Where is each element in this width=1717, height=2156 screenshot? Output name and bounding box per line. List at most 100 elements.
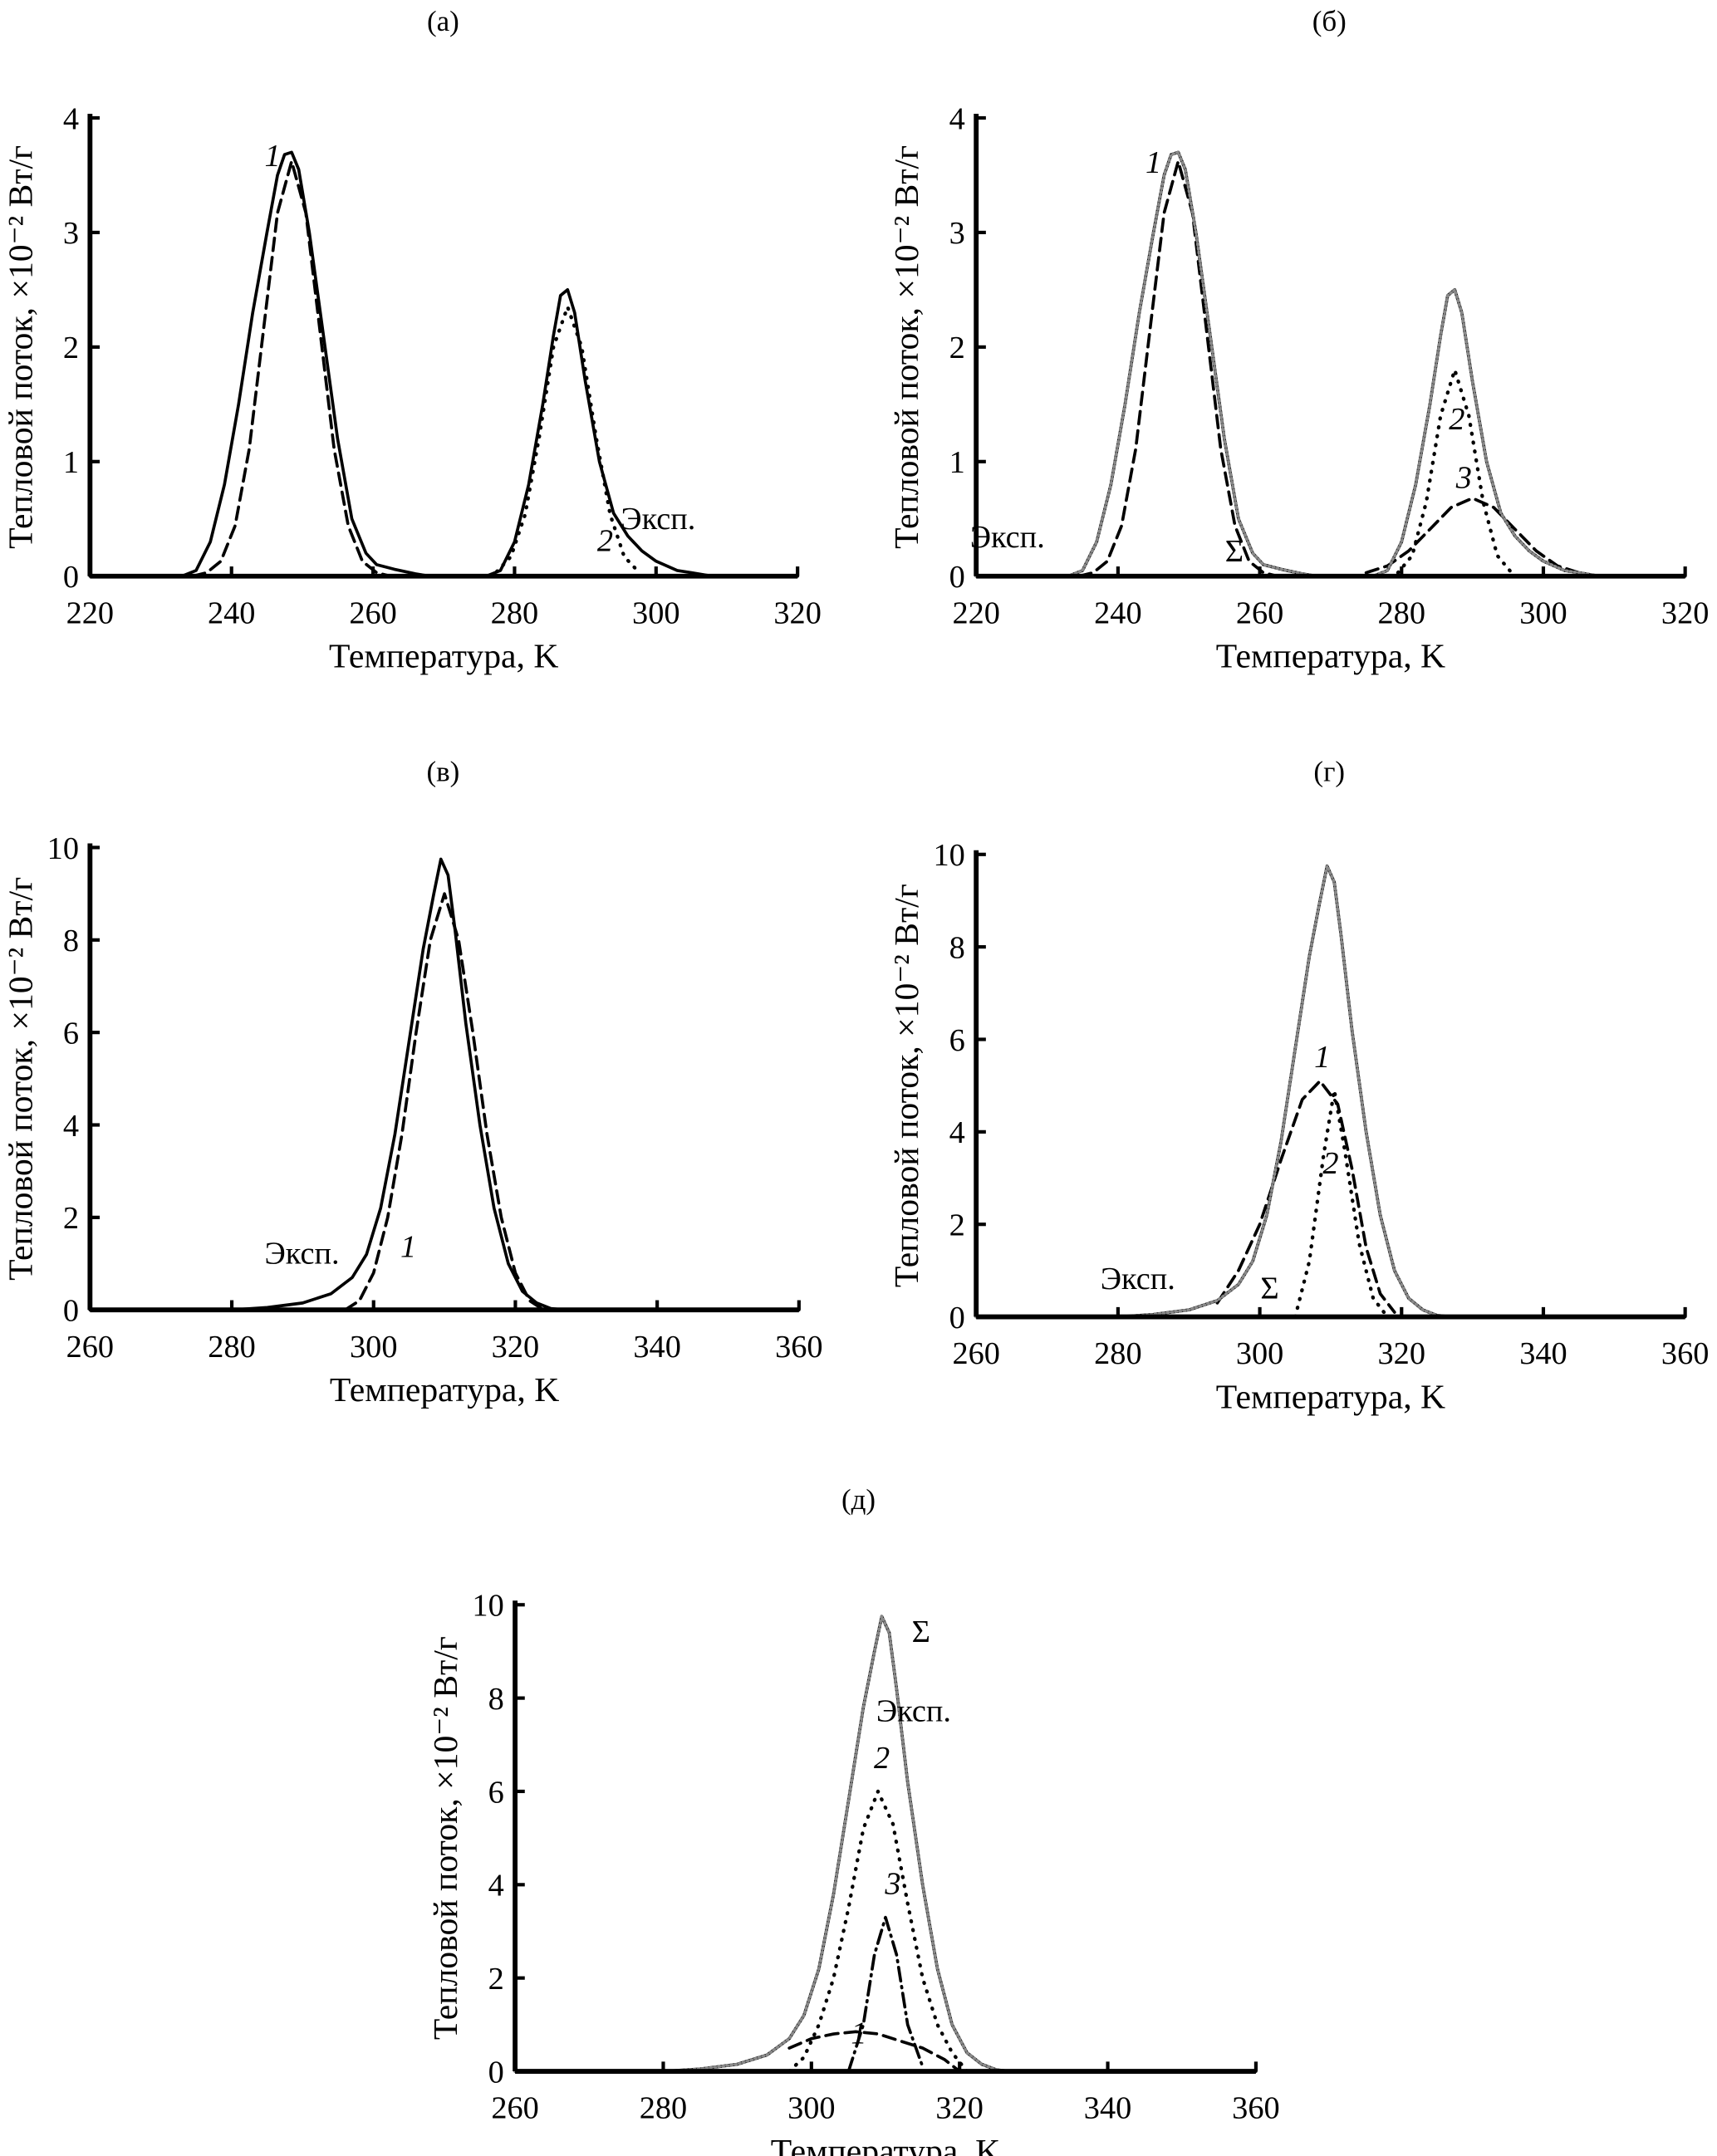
x-tick-label: 220 <box>952 595 1000 630</box>
curve-label: 2 <box>1322 1146 1338 1181</box>
x-tick-label: 260 <box>952 1336 1000 1371</box>
curve-label: Σ <box>912 1615 930 1649</box>
panel-title: (а) <box>427 5 459 37</box>
y-tick-label: 2 <box>63 1201 79 1236</box>
panel-title: (д) <box>841 1483 876 1516</box>
curve-label: Σ <box>1260 1271 1278 1306</box>
x-tick-label: 240 <box>208 595 256 630</box>
curve-label: 2 <box>597 523 613 558</box>
curve-label: 3 <box>1455 461 1472 496</box>
curve-label: 1 <box>265 139 281 174</box>
y-tick-label: 4 <box>63 1109 79 1144</box>
series-line-exp <box>974 864 1687 1319</box>
chart-panel-1: (б) 220 240 260 280 300 320 0 1 2 3 4 Температура, K… <box>888 5 1709 676</box>
series-line-sum <box>974 865 1687 1319</box>
x-tick-label: 320 <box>492 1330 540 1365</box>
series-line-component-1 <box>787 2030 962 2073</box>
curve-label: 2 <box>1449 402 1464 437</box>
series-line-exp <box>974 150 1687 578</box>
x-tick-label: 320 <box>935 2091 984 2126</box>
y-tick-label: 6 <box>949 1023 965 1058</box>
chart-panel-3: (г) 260 280 300 320 340 360 0 2 4 6 8 10 Температура,… <box>888 755 1709 1416</box>
x-tick-label: 320 <box>1661 595 1709 630</box>
curve-label: Σ <box>1225 534 1244 569</box>
x-tick-label: 240 <box>1094 595 1142 630</box>
y-tick-label: 0 <box>488 2055 504 2090</box>
y-tick-label: 1 <box>949 445 965 480</box>
series-line-component-1 <box>191 159 393 578</box>
y-tick-label: 10 <box>472 1589 503 1624</box>
y-tick-label: 2 <box>949 331 965 365</box>
y-tick-label: 4 <box>63 101 79 136</box>
y-tick-label: 10 <box>934 838 965 873</box>
y-tick-label: 4 <box>949 1115 965 1150</box>
y-tick-label: 1 <box>63 445 79 480</box>
curve-label: 1 <box>400 1230 416 1265</box>
x-tick-label: 300 <box>1236 1336 1284 1371</box>
x-tick-label: 280 <box>491 595 539 630</box>
panel-title: (в) <box>426 755 459 787</box>
x-tick-label: 220 <box>66 595 115 630</box>
x-tick-label: 260 <box>349 595 397 630</box>
y-tick-label: 0 <box>63 560 79 595</box>
series-line-component-1 <box>1215 1079 1396 1314</box>
x-axis-label: Температура, K <box>1216 638 1445 676</box>
curve-label: 1 <box>851 2016 866 2051</box>
x-tick-label: 260 <box>1236 595 1284 630</box>
series-line-component-3 <box>1364 497 1581 575</box>
series-line-exp <box>513 1615 1258 2073</box>
series-line-component-2 <box>787 1789 969 2074</box>
series-line-component-1 <box>1077 159 1279 578</box>
x-tick-label: 280 <box>640 2091 688 2126</box>
y-tick-label: 8 <box>949 930 965 965</box>
y-axis-label: Тепловой поток, ×10⁻² Вт/г <box>2 877 40 1281</box>
y-tick-label: 3 <box>63 216 79 251</box>
y-tick-label: 6 <box>63 1016 79 1051</box>
x-axis-label: Температура, K <box>1216 1379 1445 1417</box>
y-tick-label: 2 <box>488 1962 504 1997</box>
series-line-component-1 <box>343 892 546 1312</box>
x-tick-label: 260 <box>491 2091 539 2126</box>
y-tick-label: 0 <box>949 560 965 595</box>
curve-label: 1 <box>1314 1040 1330 1075</box>
y-axis-label: Тепловой поток, ×10⁻² Вт/г <box>427 1636 465 2040</box>
x-tick-label: 360 <box>1232 2091 1280 2126</box>
x-tick-label: 280 <box>1094 1336 1142 1371</box>
chart-panel-4: (д) 260 280 300 320 340 360 0 2 4 6 8 10 Температура,… <box>427 1483 1280 2156</box>
series-line-sum <box>974 150 1687 578</box>
x-tick-label: 320 <box>773 595 822 630</box>
curve-label: Эксп. <box>970 520 1045 555</box>
curve-label: Эксп. <box>1101 1262 1175 1296</box>
series-line-component-2 <box>494 305 640 574</box>
curve-label: 1 <box>1145 145 1161 180</box>
x-tick-label: 280 <box>208 1330 255 1365</box>
curve-label: Эксп. <box>621 502 695 537</box>
curve-label: 3 <box>884 1867 900 1902</box>
curve-label: Эксп. <box>264 1237 339 1272</box>
series-line-component-2 <box>1396 368 1513 575</box>
series-line-exp <box>88 857 801 1312</box>
x-tick-label: 280 <box>1378 595 1426 630</box>
x-tick-label: 340 <box>1084 2091 1132 2126</box>
panel-title: (б) <box>1312 5 1347 37</box>
series-line-component-3 <box>846 1915 925 2073</box>
x-tick-label: 340 <box>633 1330 681 1365</box>
panel-title: (г) <box>1313 755 1345 787</box>
y-axis-label: Тепловой поток, ×10⁻² Вт/г <box>2 145 40 549</box>
x-axis-label: Температура, K <box>329 638 558 676</box>
chart-panel-2: (в) 260 280 300 320 340 360 0 2 4 6 8 10 Температура,… <box>2 755 822 1409</box>
x-axis-label: Температура, K <box>771 2133 1000 2156</box>
y-axis-label: Тепловой поток, ×10⁻² Вт/г <box>888 145 926 549</box>
y-tick-label: 4 <box>949 101 965 136</box>
x-tick-label: 360 <box>1661 1336 1709 1371</box>
chart-panel-0: (а) 220 240 260 280 300 320 0 1 2 3 4 Температура, K… <box>2 5 822 676</box>
y-tick-label: 6 <box>488 1775 504 1810</box>
y-tick-label: 3 <box>949 216 965 251</box>
x-tick-label: 300 <box>1519 595 1567 630</box>
series-line-component-2 <box>1293 1088 1390 1319</box>
x-tick-label: 300 <box>787 2091 836 2126</box>
series-line-sum <box>513 1615 1258 2073</box>
y-tick-label: 0 <box>63 1294 79 1329</box>
x-tick-label: 320 <box>1378 1336 1426 1371</box>
